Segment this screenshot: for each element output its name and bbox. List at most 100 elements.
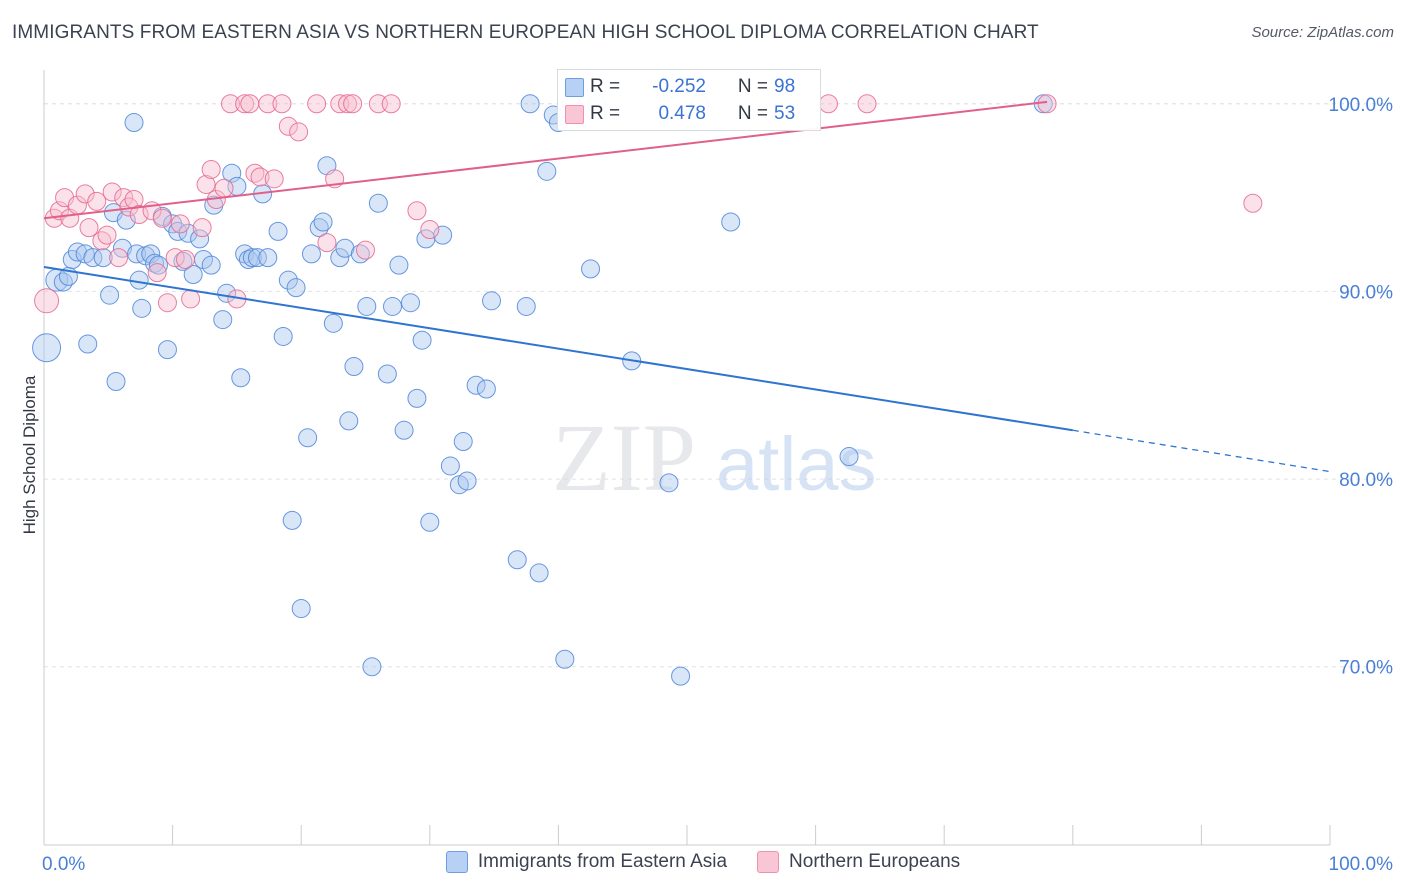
data-point: [157, 293, 177, 313]
data-point: [412, 330, 432, 350]
data-point: [53, 272, 73, 292]
data-point: [141, 244, 161, 264]
data-point: [273, 326, 293, 346]
stats-row-blue: R = -0.252 N = 98: [565, 74, 795, 100]
watermark-atlas: atlas: [716, 422, 877, 507]
stats-r-label: R =: [590, 76, 621, 97]
data-point: [313, 212, 333, 232]
data-point: [394, 420, 414, 440]
data-point: [78, 334, 98, 354]
data-point: [368, 193, 388, 213]
data-point: [516, 296, 536, 316]
data-point: [278, 116, 298, 136]
data-point: [1037, 94, 1057, 114]
data-point: [102, 182, 122, 202]
data-point: [357, 296, 377, 316]
data-point: [482, 291, 502, 311]
data-point: [217, 283, 237, 303]
data-point: [581, 259, 601, 279]
data-point: [272, 94, 292, 114]
stats-n-label: N =: [737, 103, 768, 124]
data-point: [289, 122, 309, 142]
legend-item-eastern-asia[interactable]: Immigrants from Eastern Asia: [445, 851, 728, 873]
data-point: [420, 220, 440, 240]
data-point: [247, 248, 267, 268]
data-point: [129, 204, 149, 224]
stats-r-value: -0.252: [652, 76, 706, 97]
data-point: [339, 411, 359, 431]
data-point: [268, 221, 288, 241]
x-tick-label-min: 0.0%: [42, 854, 85, 875]
data-point: [100, 285, 120, 305]
data-point: [307, 94, 327, 114]
data-point: [235, 94, 255, 114]
data-point: [245, 163, 265, 183]
data-point: [201, 159, 221, 179]
data-point: [407, 201, 427, 221]
data-point: [148, 255, 168, 275]
trendline-northern-europeans: [43, 100, 1048, 220]
data-point: [721, 212, 741, 232]
data-point: [250, 167, 270, 187]
data-point: [286, 278, 306, 298]
legend-label: Immigrants from Eastern Asia: [477, 851, 728, 872]
data-point: [175, 250, 195, 270]
data-point: [507, 550, 527, 570]
stats-swatch-blue: [565, 77, 584, 97]
legend-swatch-pink: [757, 851, 780, 873]
data-point: [839, 447, 859, 467]
stats-r-value: 0.478: [658, 103, 706, 124]
data-point: [401, 293, 421, 313]
data-point: [32, 333, 62, 363]
data-point: [93, 248, 113, 268]
y-tick-label: 80.0%: [1339, 470, 1393, 491]
data-point: [857, 94, 877, 114]
data-point: [301, 244, 321, 264]
data-point: [87, 191, 107, 211]
data-point: [555, 649, 575, 669]
data-point: [282, 510, 302, 530]
data-point: [258, 94, 278, 114]
data-point: [389, 255, 409, 275]
data-point: [291, 599, 311, 619]
data-point: [323, 313, 343, 333]
data-point: [1243, 193, 1263, 213]
stats-n-value: 53: [774, 103, 796, 124]
data-point: [147, 263, 167, 283]
data-point: [106, 372, 126, 392]
data-point: [220, 94, 240, 114]
source-credit: Source: ZipAtlas.com: [1251, 24, 1394, 41]
data-point: [278, 270, 298, 290]
data-point: [433, 225, 453, 245]
stats-n-label: N =: [737, 76, 768, 97]
data-point: [466, 375, 486, 395]
trendline-eastern-asia: [43, 266, 1073, 432]
chart-title: IMMIGRANTS FROM EASTERN ASIA VS NORTHERN…: [12, 22, 1039, 43]
data-point: [330, 248, 350, 268]
data-point: [520, 94, 540, 114]
data-point: [190, 229, 210, 249]
data-point: [344, 356, 364, 376]
data-point: [476, 379, 496, 399]
data-point: [92, 231, 112, 251]
data-point: [170, 214, 190, 234]
stats-box: R = -0.252 N = 98 R = 0.478 N = 53: [557, 69, 821, 131]
data-point: [337, 94, 357, 114]
data-point: [529, 563, 549, 583]
data-point: [214, 178, 234, 198]
data-point: [34, 288, 60, 314]
data-point: [453, 432, 473, 452]
data-point: [537, 161, 557, 181]
data-point: [420, 512, 440, 532]
x-tick-label-max: 100.0%: [1329, 854, 1394, 875]
legend: Immigrants from Eastern Asia Northern Eu…: [0, 851, 1406, 873]
data-point: [343, 94, 363, 114]
axes: [43, 70, 1331, 846]
legend-item-northern-europeans[interactable]: Northern Europeans: [757, 851, 960, 873]
series-eastern-asia: [32, 94, 1053, 686]
y-tick-label: 90.0%: [1339, 282, 1393, 303]
data-point: [671, 666, 691, 686]
data-point: [83, 248, 103, 268]
data-point: [112, 238, 132, 258]
data-point: [350, 244, 370, 264]
